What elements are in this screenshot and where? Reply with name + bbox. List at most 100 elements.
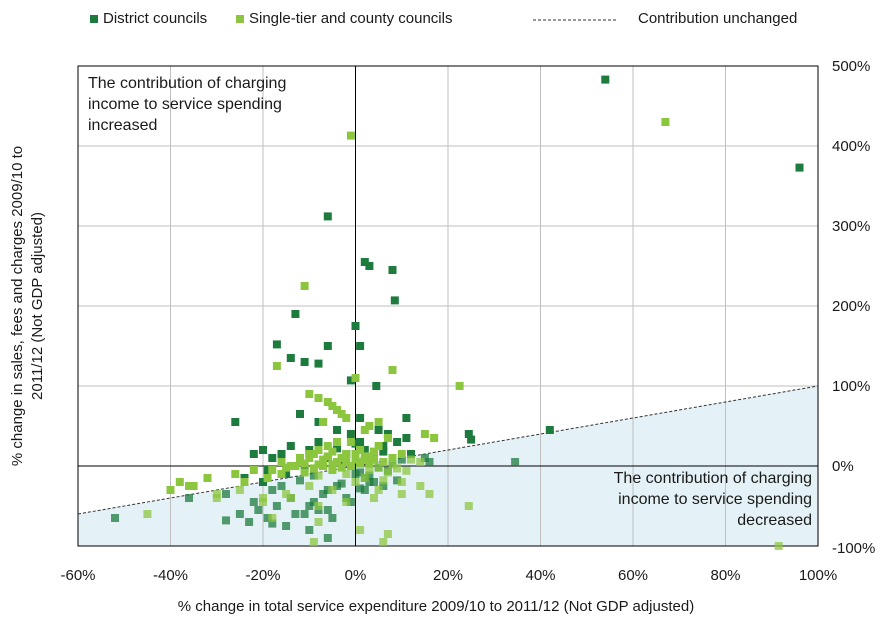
point-single-tier [328, 447, 337, 456]
point-district [372, 382, 381, 390]
point-district [464, 430, 473, 438]
point-district [511, 458, 520, 466]
point-single-tier [212, 494, 221, 502]
point-single-tier [328, 466, 337, 474]
annotation-decreased: The contribution of charging income to se… [614, 470, 812, 529]
point-single-tier [416, 482, 425, 490]
point-single-tier [374, 442, 383, 450]
x-tick-label: -20% [245, 567, 280, 584]
point-single-tier [333, 458, 341, 466]
point-district [397, 455, 406, 464]
point-single-tier [464, 502, 473, 510]
point-single-tier [351, 374, 360, 382]
point-district [370, 478, 378, 486]
point-single-tier [189, 482, 198, 490]
point-single-tier [379, 476, 388, 485]
point-single-tier [337, 454, 346, 462]
point-single-tier [360, 426, 369, 434]
point-single-tier [356, 446, 365, 454]
point-district [351, 322, 360, 330]
x-tick-label: 0% [345, 567, 367, 584]
point-single-tier [314, 394, 323, 402]
point-district [545, 426, 554, 434]
x-tick-label: 40% [525, 567, 555, 584]
point-district [282, 522, 291, 530]
point-district [356, 468, 365, 477]
point-district [254, 506, 263, 514]
point-single-tier [328, 460, 337, 469]
point-district [249, 498, 258, 506]
point-district [374, 426, 383, 434]
point-single-tier [203, 474, 212, 482]
point-district [333, 444, 341, 453]
point-district [268, 519, 277, 528]
point-district [277, 450, 286, 458]
point-single-tier [342, 470, 351, 478]
point-district [388, 266, 397, 274]
point-single-tier [272, 362, 281, 370]
point-single-tier [296, 458, 304, 466]
point-single-tier [323, 398, 332, 406]
point-single-tier [268, 514, 277, 522]
point-single-tier [360, 474, 369, 482]
point-single-tier [370, 455, 378, 464]
point-single-tier [388, 454, 397, 462]
point-district [365, 478, 374, 486]
point-single-tier [356, 459, 365, 468]
point-single-tier [374, 418, 383, 426]
point-single-tier [314, 471, 323, 480]
x-tick-label: -40% [153, 567, 188, 584]
point-district [305, 502, 314, 510]
legend-label-district: District councils [103, 10, 207, 27]
point-district [323, 534, 332, 542]
point-single-tier [397, 450, 406, 458]
point-single-tier [268, 466, 277, 474]
point-single-tier [185, 482, 193, 490]
reference-line-layer [77, 385, 819, 515]
point-district [425, 458, 434, 466]
point-district [300, 358, 309, 366]
point-district [282, 470, 291, 478]
point-single-tier [309, 450, 318, 458]
point-single-tier [425, 490, 434, 498]
point-district [259, 446, 267, 454]
point-single-tier [277, 458, 286, 466]
point-single-tier [305, 454, 314, 462]
point-district [272, 340, 281, 349]
point-single-tier [388, 460, 397, 469]
point-single-tier [286, 462, 295, 470]
point-single-tier [319, 455, 328, 464]
point-district [351, 439, 360, 448]
point-single-tier [291, 462, 300, 470]
point-single-tier [360, 452, 369, 461]
legend-label-single-tier: Single-tier and county councils [249, 10, 452, 27]
point-district [356, 438, 365, 446]
point-single-tier [319, 418, 328, 426]
y-tick-label: 100% [832, 378, 870, 395]
point-single-tier [351, 455, 360, 464]
point-single-tier [333, 438, 341, 446]
point-district [365, 471, 374, 480]
point-single-tier [309, 464, 318, 473]
point-district [356, 342, 365, 350]
point-district [222, 516, 230, 525]
point-district [402, 434, 411, 442]
point-single-tier [342, 450, 351, 458]
point-single-tier [370, 494, 378, 502]
point-single-tier [356, 526, 365, 534]
point-single-tier [379, 538, 388, 546]
point-district [111, 514, 119, 522]
point-single-tier [365, 466, 374, 474]
point-single-tier [455, 382, 464, 390]
point-district [314, 418, 323, 426]
x-axis-label: % change in total service expenditure 20… [178, 598, 694, 615]
point-district [296, 410, 304, 418]
point-district [268, 454, 277, 462]
point-district [402, 414, 411, 422]
point-district [268, 486, 277, 494]
point-single-tier [305, 482, 314, 490]
point-district [360, 446, 369, 454]
point-district [291, 510, 300, 518]
y-tick-label: 500% [832, 58, 870, 75]
legend: District councils Single-tier and county… [90, 10, 797, 27]
